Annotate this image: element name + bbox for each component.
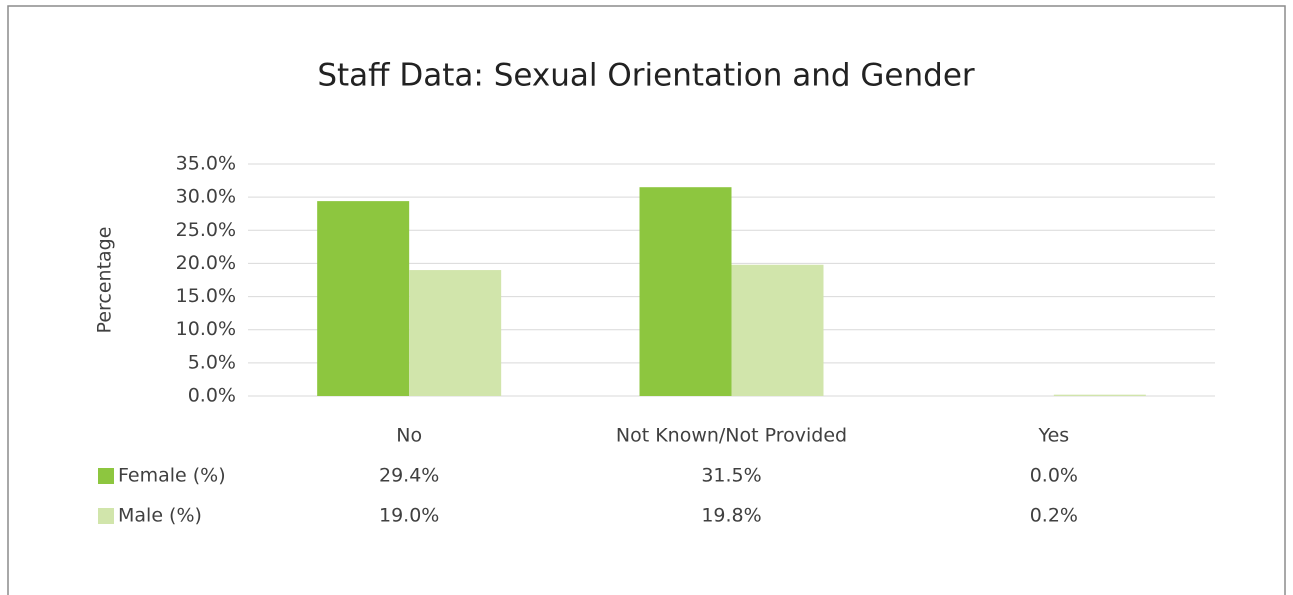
legend-label: Male (%) <box>118 505 202 527</box>
x-tick-label: Yes <box>1037 425 1069 447</box>
legend-label: Female (%) <box>118 465 226 487</box>
legend-swatch <box>98 508 114 524</box>
table-cell: 0.2% <box>1030 505 1078 527</box>
bar <box>639 187 732 396</box>
x-tick-label: No <box>396 425 422 447</box>
y-tick-label: 20.0% <box>176 252 236 274</box>
table-cell: 31.5% <box>701 465 761 487</box>
y-tick-label: 25.0% <box>176 219 236 241</box>
table-cell: 29.4% <box>379 465 439 487</box>
y-tick-label: 15.0% <box>176 285 236 307</box>
legend-swatch <box>98 468 114 484</box>
y-tick-label: 0.0% <box>188 385 236 407</box>
y-tick-label: 10.0% <box>176 318 236 340</box>
y-tick-label: 30.0% <box>176 186 236 208</box>
y-tick-label: 5.0% <box>188 351 236 373</box>
bar <box>317 201 410 396</box>
chart-title: Staff Data: Sexual Orientation and Gende… <box>317 58 975 94</box>
y-tick-label: 35.0% <box>176 153 236 175</box>
x-tick-label: Not Known/Not Provided <box>616 425 847 447</box>
y-axis-label: Percentage <box>94 227 116 334</box>
table-cell: 19.0% <box>379 505 439 527</box>
table-cell: 19.8% <box>701 505 761 527</box>
table-cell: 0.0% <box>1030 465 1078 487</box>
bar <box>409 270 502 396</box>
bar <box>1053 394 1146 396</box>
bar <box>731 264 824 396</box>
